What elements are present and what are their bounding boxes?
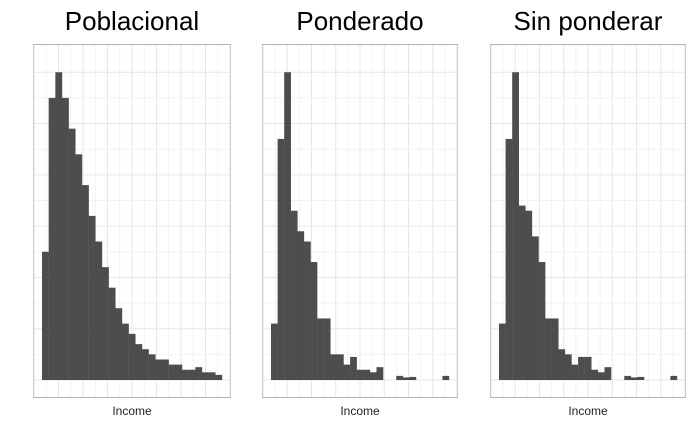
histogram-bar bbox=[597, 372, 605, 380]
panel-poblacional: Poblacional Income bbox=[33, 0, 231, 432]
histogram-bar bbox=[215, 374, 223, 380]
histogram-bar bbox=[350, 356, 357, 380]
histogram-bar bbox=[564, 354, 572, 380]
histogram-bar bbox=[551, 318, 559, 380]
panel-title: Ponderado bbox=[296, 6, 424, 36]
panel-sin-ponderar: Sin ponderar Income bbox=[490, 0, 686, 432]
chart-plot-area bbox=[262, 44, 458, 398]
histogram-bar bbox=[42, 251, 49, 380]
histogram-bar bbox=[442, 375, 450, 380]
histogram-bar bbox=[512, 72, 519, 381]
histogram-bar bbox=[531, 236, 539, 380]
histogram-bar bbox=[637, 376, 645, 380]
histogram-bar bbox=[578, 356, 585, 380]
histogram-bar bbox=[505, 138, 513, 380]
histogram-bar bbox=[624, 375, 632, 380]
chart-plot-area bbox=[33, 44, 231, 398]
histogram-bar bbox=[297, 231, 305, 380]
histogram-bar bbox=[499, 323, 506, 380]
histogram-bar bbox=[277, 138, 285, 380]
histogram-bar bbox=[545, 318, 552, 380]
histogram-bar bbox=[68, 128, 76, 380]
histogram-bar bbox=[356, 369, 364, 380]
histogram-bar bbox=[122, 323, 129, 380]
histogram-bar bbox=[330, 354, 338, 380]
histogram-bar bbox=[317, 318, 324, 380]
histogram-bar bbox=[62, 97, 69, 380]
histogram-bar bbox=[115, 308, 123, 380]
histogram-bar bbox=[175, 364, 183, 380]
histogram-bar bbox=[402, 377, 410, 380]
histogram-bar bbox=[303, 241, 311, 380]
histogram-bar bbox=[108, 287, 116, 380]
histogram-bar bbox=[55, 72, 63, 381]
histogram-bar bbox=[208, 372, 216, 380]
x-axis-label: Income bbox=[112, 404, 152, 418]
histogram-bar bbox=[271, 323, 278, 380]
chart-plot-area bbox=[490, 44, 686, 398]
histogram-bar bbox=[670, 375, 678, 380]
histogram-bar bbox=[284, 72, 291, 381]
histogram-bar bbox=[409, 376, 417, 380]
histogram-bar bbox=[558, 349, 566, 380]
histogram-bar bbox=[95, 241, 103, 380]
histogram-bar bbox=[48, 97, 56, 380]
histogram-bar bbox=[102, 267, 109, 380]
x-axis-label: Income bbox=[568, 404, 608, 418]
panel-title: Poblacional bbox=[64, 6, 200, 36]
histogram-bar bbox=[396, 375, 404, 380]
histogram-bar bbox=[88, 215, 96, 380]
histogram-bar bbox=[188, 369, 196, 380]
histogram-bar bbox=[571, 364, 579, 380]
histogram-bar bbox=[363, 369, 371, 380]
histogram-bar bbox=[155, 359, 163, 380]
histogram-bar bbox=[604, 367, 612, 380]
histogram-bar bbox=[290, 210, 298, 380]
histogram-bar bbox=[135, 344, 143, 380]
histogram-bar bbox=[525, 210, 533, 380]
histogram-bar bbox=[630, 377, 638, 380]
panel-ponderado: Ponderado Income bbox=[262, 0, 458, 432]
histogram-bar bbox=[376, 367, 384, 380]
histogram-bar bbox=[168, 364, 176, 380]
histogram-bar bbox=[336, 354, 344, 380]
histogram-bar bbox=[128, 333, 136, 380]
histogram-bar bbox=[82, 185, 89, 380]
histogram-bar bbox=[162, 359, 169, 380]
histogram-bar bbox=[518, 205, 526, 380]
histogram-bar bbox=[195, 367, 203, 380]
panel-title: Sin ponderar bbox=[513, 6, 663, 36]
histogram-bar bbox=[369, 372, 377, 380]
histogram-bar bbox=[310, 262, 318, 380]
histogram-bar bbox=[148, 354, 156, 380]
histogram-bar bbox=[182, 369, 189, 380]
histogram-bar bbox=[142, 349, 149, 380]
histogram-bar bbox=[202, 372, 209, 380]
histogram-bar bbox=[323, 318, 331, 380]
histogram-bar bbox=[538, 262, 546, 380]
histogram-bar bbox=[75, 154, 83, 380]
x-axis-label: Income bbox=[340, 404, 380, 418]
histogram-bar bbox=[591, 369, 599, 380]
histogram-bar bbox=[343, 364, 351, 380]
histogram-bar bbox=[584, 356, 592, 380]
